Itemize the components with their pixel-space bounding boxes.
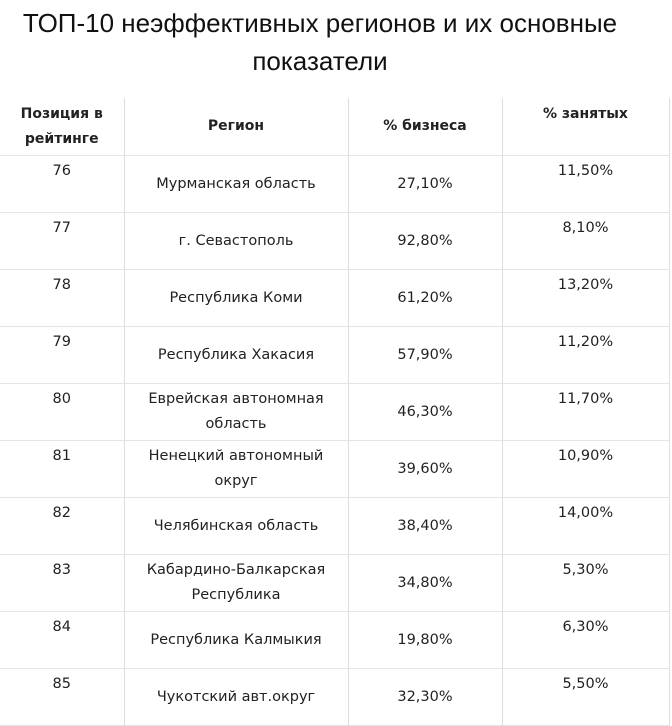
table-row: 81 Ненецкий автономный округ 39,60% 10,90% — [0, 440, 670, 498]
table-body: 76 Мурманская область 27,10% 11,50% 77 г. Сев… — [0, 155, 670, 726]
table-row: 80 Еврейская автономная область 46,30% 11,7… — [0, 383, 670, 441]
table-cell: Чукотский авт.округ — [124, 668, 349, 726]
table-cell: 10,90% — [502, 440, 670, 498]
table-cell: 14,00% — [502, 497, 670, 555]
table-cell: Республика Коми — [124, 269, 349, 327]
column-header: Позиция в рейтинге — [0, 98, 125, 156]
table-cell: 84 — [0, 611, 125, 669]
table-cell: 11,70% — [502, 383, 670, 441]
table-cell: 57,90% — [348, 326, 503, 384]
table-cell: 27,10% — [348, 155, 503, 213]
column-header: % занятых — [502, 98, 670, 156]
page-title: ТОП-10 неэффективных регионов и их основ… — [22, 8, 618, 76]
table-cell: 80 — [0, 383, 125, 441]
table-cell: 34,80% — [348, 554, 503, 612]
table-row: 78 Республика Коми 61,20% 13,20% — [0, 269, 670, 327]
regions-table: Позиция в рейтинге Регион% бизнеса% занят… — [0, 98, 670, 726]
table-cell: 78 — [0, 269, 125, 327]
table-cell: 83 — [0, 554, 125, 612]
table-cell: Мурманская область — [124, 155, 349, 213]
table-row: 83 Кабардино-Балкарская Республика 34,80% 5… — [0, 554, 670, 612]
header-row: Позиция в рейтинге Регион% бизнеса% занят… — [0, 98, 670, 156]
table-cell: Ненецкий автономный округ — [124, 440, 349, 498]
table-row: 79 Республика Хакасия 57,90% 11,20% — [0, 326, 670, 384]
table-row: 84 Республика Калмыкия 19,80% 6,30% — [0, 611, 670, 669]
table-cell: Челябинская область — [124, 497, 349, 555]
table-cell: 32,30% — [348, 668, 503, 726]
table-cell: 5,30% — [502, 554, 670, 612]
table-row: 76 Мурманская область 27,10% 11,50% — [0, 155, 670, 213]
table-cell: 46,30% — [348, 383, 503, 441]
table-cell: Республика Калмыкия — [124, 611, 349, 669]
table-cell: 11,50% — [502, 155, 670, 213]
table-cell: Еврейская автономная область — [124, 383, 349, 441]
table-cell: 82 — [0, 497, 125, 555]
table-cell: 11,20% — [502, 326, 670, 384]
table-cell: 6,30% — [502, 611, 670, 669]
table-cell: 92,80% — [348, 212, 503, 270]
table-row: 85 Чукотский авт.округ 32,30% 5,50% — [0, 668, 670, 726]
table-row: 82 Челябинская область 38,40% 14,00% — [0, 497, 670, 555]
table-cell: 85 — [0, 668, 125, 726]
table-cell: Республика Хакасия — [124, 326, 349, 384]
column-header: Регион — [124, 98, 349, 156]
table-cell: 81 — [0, 440, 125, 498]
table-row: 77 г. Севастополь 92,80% 8,10% — [0, 212, 670, 270]
table-cell: 76 — [0, 155, 125, 213]
table-cell: 61,20% — [348, 269, 503, 327]
table-cell: 19,80% — [348, 611, 503, 669]
table-cell: 39,60% — [348, 440, 503, 498]
table-cell: 77 — [0, 212, 125, 270]
column-header: % бизнеса — [348, 98, 503, 156]
table-cell: 13,20% — [502, 269, 670, 327]
table-cell: 79 — [0, 326, 125, 384]
table-cell: 5,50% — [502, 668, 670, 726]
table-cell: 8,10% — [502, 212, 670, 270]
table-cell: Кабардино-Балкарская Республика — [124, 554, 349, 612]
table-cell: 38,40% — [348, 497, 503, 555]
table-cell: г. Севастополь — [124, 212, 349, 270]
